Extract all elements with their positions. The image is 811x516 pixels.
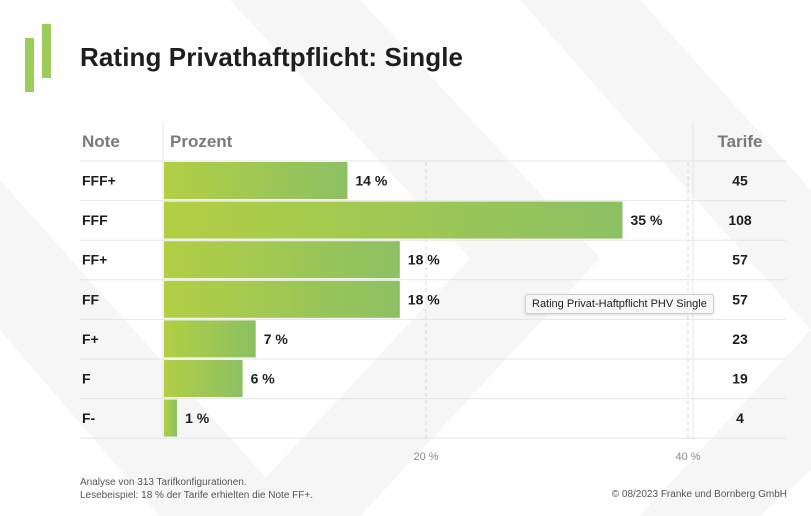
value-label: 14 % <box>355 173 387 189</box>
footnote-line-example: Lesebeispiel: 18 % der Tarife erhielten … <box>80 490 314 501</box>
bar-f-plus <box>164 320 256 358</box>
page-title: Rating Privathaftpflicht: Single <box>80 42 464 72</box>
tarife-count: 23 <box>732 331 748 347</box>
bar-f <box>164 360 243 397</box>
category-label: F+ <box>82 331 99 347</box>
header-prozent: Prozent <box>170 132 233 151</box>
value-label: 18 % <box>408 252 440 268</box>
category-label: F- <box>82 410 96 426</box>
footnote: Analyse von 313 Tarifkonfigurationen. Le… <box>80 476 313 502</box>
value-label: 18 % <box>408 291 440 307</box>
tarife-count: 45 <box>732 173 748 189</box>
tarife-count: 19 <box>732 371 748 387</box>
category-label: FFF <box>82 212 108 228</box>
x-tick-label: 20 % <box>413 451 438 463</box>
footnote-line-analysis: Analyse von 313 Tarifkonfigurationen. <box>80 477 247 488</box>
logo-icon <box>25 24 51 92</box>
bar-f-minus <box>164 399 178 437</box>
tarife-count: 108 <box>728 212 752 228</box>
tarife-count: 57 <box>732 291 748 307</box>
bar-fff <box>164 201 623 239</box>
bar-tooltip: Rating Privat-Haftpflicht PHV Single <box>525 294 714 314</box>
category-label: FF+ <box>82 252 107 268</box>
bar-ff <box>164 280 400 318</box>
value-label: 7 % <box>264 331 289 347</box>
tarife-count: 4 <box>736 410 744 426</box>
tarife-count: 57 <box>732 252 748 268</box>
bar-ff-plus <box>164 241 400 279</box>
header-note: Note <box>82 132 120 151</box>
value-label: 6 % <box>251 371 276 387</box>
category-label: FF <box>82 291 100 307</box>
bar-fff-plus <box>164 162 348 199</box>
copyright: © 08/2023 Franke und Bornberg GmbH <box>611 489 787 500</box>
x-tick-label: 40 % <box>675 451 700 463</box>
header-tarife: Tarife <box>717 132 762 151</box>
category-label: FFF+ <box>82 173 116 189</box>
category-label: F <box>82 371 91 387</box>
value-label: 1 % <box>185 410 210 426</box>
value-label: 35 % <box>631 212 663 228</box>
